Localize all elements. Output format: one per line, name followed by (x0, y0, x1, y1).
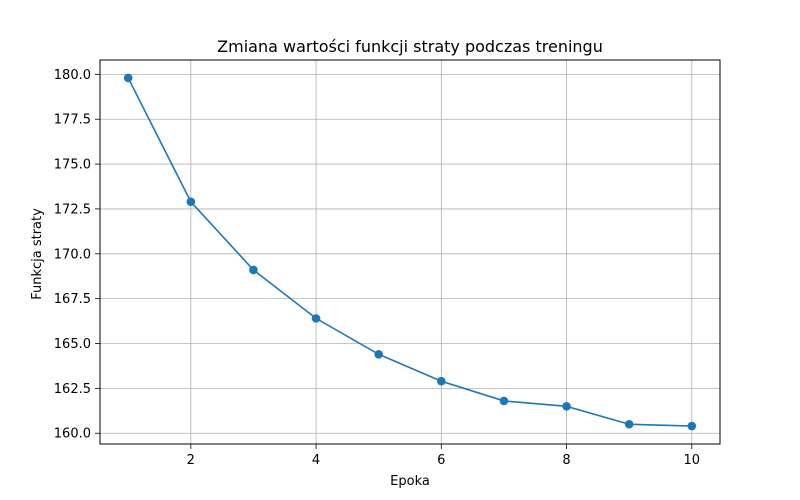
y-tick-label: 172.5 (54, 202, 91, 217)
x-tick-label: 6 (437, 453, 445, 468)
data-point (624, 419, 634, 429)
plot-frame (99, 59, 721, 445)
series-layer (123, 73, 697, 431)
data-point (249, 265, 258, 275)
grid (100, 60, 720, 444)
x-tick-label: 2 (187, 453, 195, 468)
y-tick-label: 165.0 (54, 337, 91, 352)
data-point (437, 376, 446, 386)
x-axis-label: Epoka (390, 474, 430, 489)
y-tick-label: 162.5 (54, 382, 91, 397)
data-point (562, 402, 571, 411)
x-tick-label: 8 (562, 453, 570, 468)
y-tick-label: 180.0 (54, 68, 91, 83)
data-point (374, 349, 383, 359)
data-point (186, 197, 196, 207)
x-tick-label: 10 (684, 453, 701, 468)
data-point (687, 421, 697, 431)
loss-series-line (127, 77, 692, 427)
ticks: 2 4 6 8 10 160.0 162.5 165.0 167.5 170.0 172.5 175.… (54, 68, 700, 468)
x-tick-label: 4 (312, 453, 320, 468)
y-tick-label: 160.0 (54, 427, 91, 442)
data-point (311, 314, 321, 323)
y-tick-label: 170.0 (54, 247, 91, 262)
y-axis-label: Funkcja straty (30, 208, 45, 300)
y-tick-label: 175.0 (54, 158, 91, 173)
data-point (123, 73, 133, 83)
chart-title: Zmiana wartości funkcji straty podczas t… (217, 37, 603, 56)
data-point (499, 396, 509, 406)
y-tick-label: 177.5 (54, 113, 91, 128)
y-tick-label: 167.5 (54, 292, 91, 307)
